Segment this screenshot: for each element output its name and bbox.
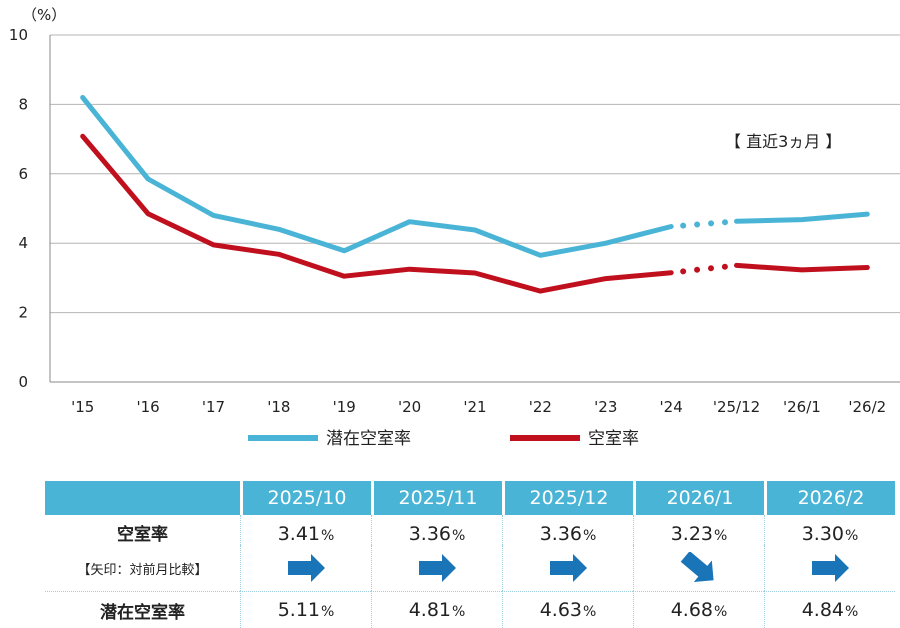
trend-arrow-cell [764, 545, 895, 591]
potential-vacancy-rate-value: 4.84% [764, 591, 895, 628]
percent-unit: % [845, 604, 859, 620]
percent-unit: % [845, 528, 859, 544]
x-tick-label: '25/12 [713, 398, 760, 416]
y-tick-label: 2 [18, 304, 28, 322]
x-tick-label: '26/1 [783, 398, 821, 416]
arrow-shape [680, 552, 714, 582]
x-tick-label: '18 [267, 398, 290, 416]
legend-label: 潜在空室率 [326, 429, 411, 449]
summary-header-month: 2025/11 [371, 481, 502, 515]
chart-series [80, 95, 870, 294]
vacancy-rate-row: 空室率 3.41% 3.36% 3.36% 3.23% 3.30% [45, 515, 895, 545]
value-number: 3.36 [539, 523, 582, 545]
trend-arrow-cell [240, 545, 371, 591]
value-number: 3.41 [277, 523, 320, 545]
legend-label: 空室率 [588, 429, 639, 449]
percent-unit: % [321, 528, 335, 544]
x-tick-label: '15 [71, 398, 94, 416]
trend-arrow-icon [288, 554, 325, 582]
percent-unit: % [452, 604, 466, 620]
summary-header-month: 2025/12 [502, 481, 633, 515]
value-number: 3.36 [408, 523, 451, 545]
percent-unit: % [714, 528, 728, 544]
arrow-legend-note: 【矢印：対前月比較】 [77, 562, 208, 578]
y-tick-label: 4 [18, 234, 28, 252]
percent-unit: % [583, 528, 597, 544]
vacancy-rate-label: 空室率 [117, 525, 168, 545]
percent-unit: % [452, 528, 466, 544]
x-tick-label: '19 [333, 398, 356, 416]
potential-vacancy-rate-value: 4.68% [633, 591, 764, 628]
x-tick-label: '26/2 [848, 398, 886, 416]
arrow-shape [812, 554, 849, 582]
summary-header-month: 2026/1 [633, 481, 764, 515]
arrow-shape [288, 554, 325, 582]
potential-vacancy-rate-row: 潜在空室率 5.11% 4.81% 4.63% 4.68% 4.84% [45, 591, 895, 628]
x-tick-label: '20 [398, 398, 421, 416]
series-line-annual [80, 95, 674, 258]
vacancy-rate-value: 3.36% [502, 515, 633, 545]
x-tick-label: '24 [660, 398, 683, 416]
potential-vacancy-rate-value: 4.81% [371, 591, 502, 628]
x-axis-ticks: '15 '16 '17 '18 '19 '20 '21 '22 '23 '24 '25/12 '26/… [71, 398, 886, 416]
vacancy-rate-value: 3.23% [633, 515, 764, 545]
trend-arrow-icon [812, 554, 849, 582]
arrow-shape [550, 554, 587, 582]
value-number: 4.84 [801, 599, 844, 621]
series-line-recent [734, 262, 870, 273]
value-number: 4.63 [539, 599, 582, 621]
percent-unit: % [321, 604, 335, 620]
summary-header-month: 2026/2 [764, 481, 895, 515]
monthly-summary-table: 2025/10 2025/11 2025/12 2026/1 2026/2 空室… [45, 481, 895, 628]
value-number: 4.68 [670, 599, 713, 621]
series-line-dotted-connector [680, 219, 730, 229]
y-axis-ticks: 0 2 4 6 8 10 [9, 26, 28, 391]
trend-arrow-row: 【矢印：対前月比較】 [45, 545, 895, 591]
summary-header-month: 2025/10 [240, 481, 371, 515]
vacancy-line-chart: 0 2 4 6 8 10 '15 '16 '17 '18 '19 '20 '21 '22 '23 '24 '2… [9, 6, 900, 449]
percent-unit: % [583, 604, 597, 620]
recent-3-months-annotation: 【 直近3ヵ月 】 [725, 132, 841, 151]
series-line-recent [734, 211, 870, 224]
potential-vacancy-rate-value: 5.11% [240, 591, 371, 628]
y-tick-label: 0 [18, 373, 28, 391]
x-tick-label: '17 [202, 398, 225, 416]
chart-gridlines [50, 34, 900, 314]
trend-arrow-cell [502, 545, 633, 591]
arrow-shape [419, 554, 456, 582]
y-tick-label: 10 [9, 26, 28, 44]
y-axis-unit-label: （%） [22, 6, 66, 24]
summary-header-row: 2025/10 2025/11 2025/12 2026/1 2026/2 [45, 481, 895, 515]
potential-vacancy-rate-value: 4.63% [502, 591, 633, 628]
x-tick-label: '16 [136, 398, 159, 416]
vacancy-rate-value: 3.36% [371, 515, 502, 545]
chart-axes [49, 35, 900, 383]
x-tick-label: '23 [594, 398, 617, 416]
x-tick-label: '21 [463, 398, 486, 416]
y-tick-label: 8 [18, 95, 28, 113]
potential-vacancy-rate-label: 潜在空室率 [45, 591, 240, 628]
x-tick-label: '22 [529, 398, 552, 416]
value-number: 4.81 [408, 599, 451, 621]
trend-arrow-cell [371, 545, 502, 591]
vacancy-rate-value: 3.41% [240, 515, 371, 545]
value-number: 5.11 [277, 599, 320, 621]
chart-legend: 潜在空室率 空室率 [248, 429, 639, 449]
percent-unit: % [714, 604, 728, 620]
vacancy-rate-value: 3.30% [764, 515, 895, 545]
series-line-dotted-connector [680, 263, 730, 275]
trend-arrow-icon [550, 554, 587, 582]
trend-arrow-icon [419, 554, 456, 582]
series-line-annual [80, 133, 674, 294]
trend-arrow-icon [680, 552, 714, 582]
y-tick-label: 6 [18, 165, 28, 183]
trend-arrow-cell [633, 545, 764, 591]
value-number: 3.30 [801, 523, 844, 545]
value-number: 3.23 [670, 523, 713, 545]
summary-header-blank [45, 481, 240, 515]
